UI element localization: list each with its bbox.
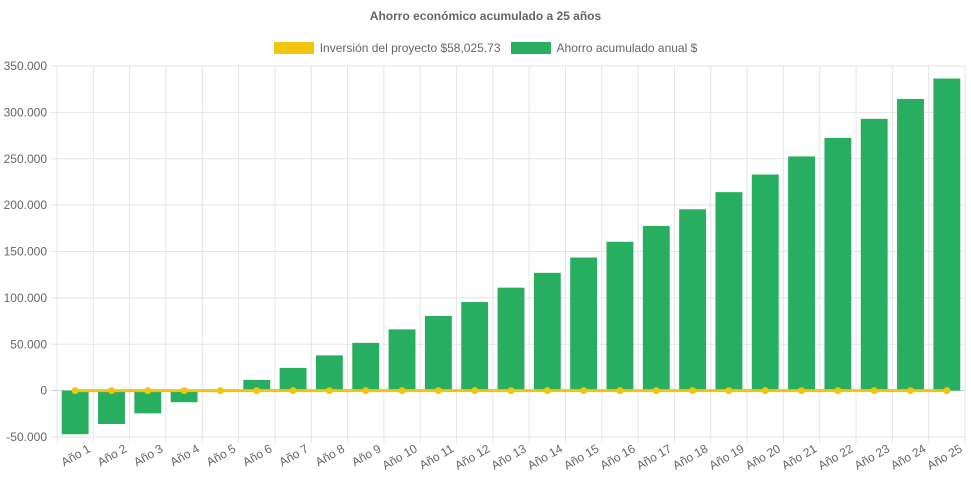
bar — [897, 98, 924, 391]
x-tick-label: Año 9 — [349, 441, 383, 469]
investment-point — [325, 387, 333, 395]
x-tick-label: Año 6 — [240, 441, 274, 469]
investment-point — [434, 387, 442, 395]
x-tick-label: Año 11 — [417, 441, 456, 472]
bar — [61, 390, 89, 435]
legend-label-investment: Inversión del proyecto $58,025.73 — [319, 41, 501, 55]
bar — [424, 315, 452, 391]
x-tick-label: Año 5 — [204, 441, 238, 469]
x-tick-label: Año 10 — [380, 441, 420, 472]
bar — [606, 241, 634, 391]
bar — [715, 192, 743, 391]
investment-point — [761, 387, 769, 395]
bar — [461, 302, 489, 391]
investment-point — [507, 387, 515, 395]
investment-point — [471, 387, 479, 395]
bar — [315, 355, 343, 391]
investment-point — [71, 387, 79, 395]
investment-point — [362, 387, 370, 395]
y-tick-label: 350.000 — [4, 59, 48, 73]
bar — [497, 287, 525, 391]
investment-point — [834, 387, 842, 395]
y-tick-label: 0 — [40, 384, 47, 398]
x-tick-label: Año 15 — [561, 441, 601, 472]
investment-point — [725, 387, 733, 395]
bar — [388, 329, 416, 391]
legend-label-savings: Ahorro acumulado anual $ — [556, 41, 698, 55]
bar — [679, 209, 707, 391]
y-tick-label: 150.000 — [4, 245, 48, 259]
investment-point — [652, 387, 660, 395]
x-tick-label: Año 17 — [634, 441, 674, 472]
x-tick-label: Año 7 — [277, 441, 311, 469]
chart-title: Ahorro económico acumulado a 25 años — [369, 9, 602, 23]
investment-point — [216, 387, 224, 395]
bar — [533, 272, 561, 391]
investment-point — [398, 387, 406, 395]
bar — [933, 78, 961, 391]
x-tick-label: Año 23 — [852, 441, 892, 472]
x-tick-label: Año 12 — [452, 441, 492, 472]
bar — [570, 257, 598, 391]
investment-point — [107, 387, 115, 395]
bar — [134, 390, 162, 414]
investment-point — [616, 387, 624, 395]
x-tick-label: Año 18 — [670, 441, 710, 472]
investment-point — [798, 387, 806, 395]
legend-swatch-investment — [273, 42, 314, 54]
x-tick-label: Año 25 — [925, 441, 965, 472]
y-tick-label: 50.000 — [10, 337, 47, 351]
bar — [788, 156, 815, 391]
x-tick-label: Año 24 — [888, 441, 928, 472]
y-tick-label: 100.000 — [4, 291, 48, 305]
bar — [824, 137, 852, 391]
investment-point — [943, 387, 951, 395]
legend-swatch-savings — [510, 42, 551, 54]
legend-item-savings[interactable]: Ahorro acumulado anual $ — [510, 41, 698, 55]
x-tick-label: Año 8 — [313, 441, 347, 469]
bar — [98, 390, 125, 425]
x-tick-label: Año 3 — [131, 441, 165, 469]
y-tick-label: 200.000 — [4, 198, 48, 212]
x-tick-label: Año 1 — [59, 441, 93, 469]
bar — [352, 342, 380, 391]
bar — [751, 174, 779, 391]
investment-point — [689, 387, 697, 395]
x-tick-label: Año 20 — [743, 441, 783, 472]
investment-point — [870, 387, 878, 395]
y-tick-label: 250.000 — [4, 152, 48, 166]
investment-point — [580, 387, 588, 395]
investment-point — [180, 387, 188, 395]
x-tick-label: Año 14 — [525, 441, 565, 472]
x-tick-label: Año 22 — [816, 441, 856, 472]
investment-point — [289, 387, 297, 395]
x-tick-label: Año 21 — [779, 441, 819, 472]
bar — [170, 390, 198, 403]
y-tick-label: -50.000 — [6, 430, 47, 444]
y-tick-label: 300.000 — [4, 105, 48, 119]
bar — [642, 225, 670, 391]
bar — [860, 118, 888, 391]
x-tick-label: Año 16 — [598, 441, 638, 472]
x-tick-label: Año 19 — [707, 441, 747, 472]
investment-point — [543, 387, 551, 395]
bar — [279, 367, 307, 391]
legend-item-investment[interactable]: Inversión del proyecto $58,025.73 — [273, 41, 501, 55]
legend: Inversión del proyecto $58,025.73 Ahorro… — [0, 41, 971, 55]
investment-point — [144, 387, 152, 395]
x-tick-label: Año 2 — [95, 441, 129, 469]
x-tick-label: Año 4 — [168, 441, 202, 469]
x-tick-label: Año 13 — [489, 441, 529, 472]
bar — [243, 379, 271, 391]
investment-point — [253, 387, 261, 395]
investment-point — [907, 387, 915, 395]
